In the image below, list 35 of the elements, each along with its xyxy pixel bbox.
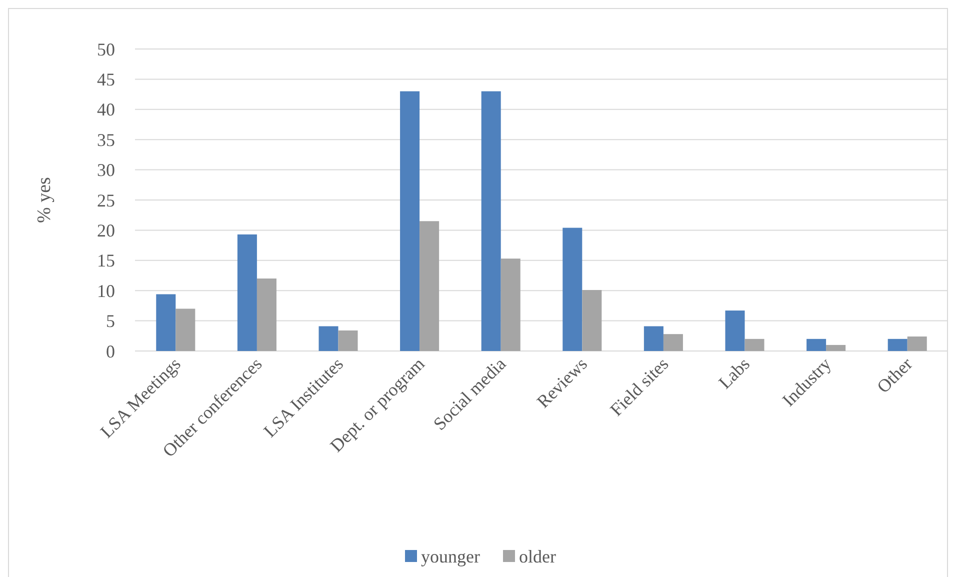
bar (582, 290, 602, 351)
y-tick-label: 40 (97, 100, 115, 120)
y-tick-label: 10 (97, 280, 115, 301)
y-tick-label: 5 (106, 311, 115, 332)
legend-label: younger (421, 546, 480, 566)
y-tick-label: 45 (97, 70, 115, 90)
y-tick-label: 50 (97, 39, 115, 60)
bar (338, 330, 358, 351)
legend-label: older (519, 546, 556, 566)
bar (562, 228, 582, 351)
bar (176, 308, 196, 351)
bar (826, 344, 846, 351)
bar (907, 336, 927, 351)
y-tick-label: 0 (106, 341, 115, 362)
y-tick-label: 25 (97, 190, 115, 210)
x-tick-label: Labs (714, 354, 754, 393)
bar (725, 310, 745, 351)
bar (663, 334, 683, 351)
bar (400, 91, 420, 351)
y-tick-label: 35 (97, 130, 115, 150)
bar (156, 294, 176, 351)
bar (256, 278, 276, 351)
y-tick-label: 20 (97, 220, 115, 240)
bar (318, 326, 338, 351)
bar (644, 326, 664, 351)
bar (744, 338, 764, 351)
y-axis-title: % yes (34, 177, 55, 223)
bar (420, 221, 440, 351)
bar (500, 258, 520, 351)
y-tick-label: 15 (97, 250, 115, 271)
y-tick-label: 30 (97, 160, 115, 180)
bar (481, 91, 501, 351)
bar (237, 234, 257, 351)
bar (806, 338, 826, 351)
bar (888, 338, 908, 351)
